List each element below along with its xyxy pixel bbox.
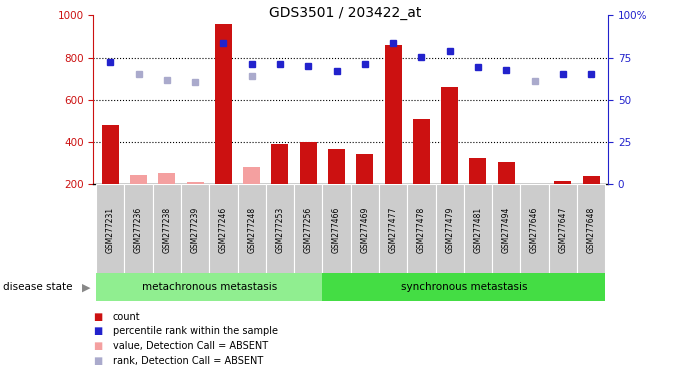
Text: ■: ■ — [93, 356, 102, 366]
Bar — [413, 119, 430, 184]
Bar — [96, 273, 323, 301]
Bar — [350, 184, 379, 275]
Text: percentile rank within the sample: percentile rank within the sample — [113, 326, 278, 336]
Bar — [153, 184, 181, 275]
Text: GSM277236: GSM277236 — [134, 206, 143, 253]
Bar — [577, 184, 605, 275]
Bar — [469, 158, 486, 184]
Text: GSM277466: GSM277466 — [332, 206, 341, 253]
Text: ▶: ▶ — [82, 282, 90, 292]
Text: GSM277646: GSM277646 — [530, 206, 539, 253]
Text: GSM277238: GSM277238 — [162, 206, 171, 253]
Bar — [385, 45, 401, 184]
Text: GSM277479: GSM277479 — [445, 206, 454, 253]
Bar — [209, 184, 238, 275]
Text: GSM277477: GSM277477 — [388, 206, 397, 253]
Text: GSM277648: GSM277648 — [587, 206, 596, 253]
Text: GSM277248: GSM277248 — [247, 206, 256, 253]
Text: synchronous metastasis: synchronous metastasis — [401, 282, 527, 292]
Bar — [379, 184, 407, 275]
Text: GSM277256: GSM277256 — [304, 206, 313, 253]
Text: GSM277469: GSM277469 — [360, 206, 369, 253]
Bar — [407, 184, 435, 275]
Text: GSM277253: GSM277253 — [276, 206, 285, 253]
Bar — [441, 87, 458, 184]
Text: ■: ■ — [93, 326, 102, 336]
Bar — [158, 173, 176, 184]
Bar — [554, 181, 571, 184]
Bar — [238, 184, 266, 275]
Text: GSM277481: GSM277481 — [473, 206, 482, 253]
Bar — [272, 144, 288, 184]
Bar — [520, 184, 549, 275]
Bar — [266, 184, 294, 275]
Bar — [498, 162, 515, 184]
Bar — [102, 125, 119, 184]
Text: GSM277231: GSM277231 — [106, 206, 115, 253]
Bar — [323, 273, 605, 301]
Bar — [243, 167, 261, 184]
Bar — [124, 184, 153, 275]
Text: disease state: disease state — [3, 282, 73, 292]
Bar — [294, 184, 323, 275]
Bar — [300, 142, 316, 184]
Bar — [130, 175, 147, 184]
Bar — [215, 24, 232, 184]
Text: GSM277478: GSM277478 — [417, 206, 426, 253]
Bar — [96, 184, 124, 275]
Text: GDS3501 / 203422_at: GDS3501 / 203422_at — [269, 6, 422, 20]
Text: rank, Detection Call = ABSENT: rank, Detection Call = ABSENT — [113, 356, 263, 366]
Bar — [357, 154, 373, 184]
Bar — [549, 184, 577, 275]
Bar — [492, 184, 520, 275]
Text: ■: ■ — [93, 312, 102, 322]
Bar — [181, 184, 209, 275]
Text: count: count — [113, 312, 140, 322]
Text: ■: ■ — [93, 341, 102, 351]
Text: value, Detection Call = ABSENT: value, Detection Call = ABSENT — [113, 341, 267, 351]
Text: GSM277239: GSM277239 — [191, 206, 200, 253]
Text: GSM277494: GSM277494 — [502, 206, 511, 253]
Bar — [187, 182, 204, 184]
Bar — [328, 149, 345, 184]
Text: GSM277647: GSM277647 — [558, 206, 567, 253]
Text: GSM277246: GSM277246 — [219, 206, 228, 253]
Bar — [583, 176, 600, 184]
Bar — [435, 184, 464, 275]
Bar — [464, 184, 492, 275]
Bar — [323, 184, 350, 275]
Text: metachronous metastasis: metachronous metastasis — [142, 282, 277, 292]
